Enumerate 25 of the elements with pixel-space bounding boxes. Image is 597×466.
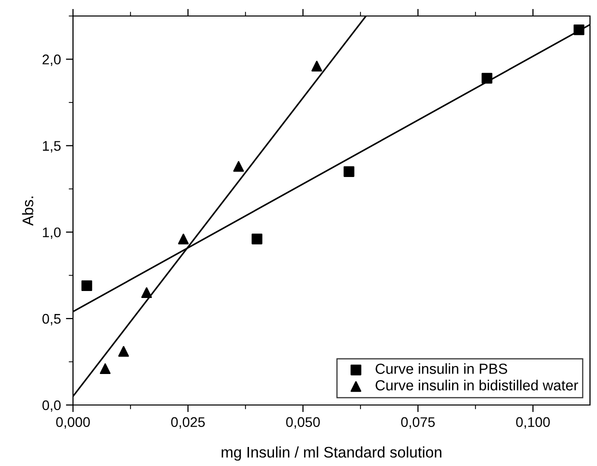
point	[81, 280, 92, 292]
point	[141, 287, 152, 298]
point	[311, 60, 322, 72]
y-tick-label: 2,0	[42, 54, 61, 66]
point	[100, 363, 111, 374]
x-axis-title: mg Insulin / ml Standard solution	[222, 446, 442, 461]
point	[344, 166, 354, 177]
point	[574, 24, 584, 36]
y-tick-label: 1,0	[42, 227, 61, 239]
legend-label: Curve insulin in bidistilled water	[376, 380, 578, 390]
point	[482, 72, 492, 84]
y-tick-label: 0,5	[42, 314, 61, 326]
y-tick-label: 0,0	[42, 400, 61, 412]
legend-label: Curve insulin in PBS	[376, 363, 508, 374]
point	[178, 234, 189, 244]
x-tick-label: 0,000	[56, 417, 90, 429]
x-tick-label: 0,025	[171, 417, 205, 429]
point	[233, 161, 244, 172]
point	[252, 234, 262, 244]
x-tick-label: 0,050	[286, 417, 320, 429]
point	[118, 346, 129, 357]
x-tick-label: 0,100	[516, 417, 550, 429]
y-axis-title: Abs.	[22, 196, 34, 226]
x-tick-label: 0,075	[401, 417, 435, 429]
y-tick-label: 1,5	[42, 141, 61, 152]
